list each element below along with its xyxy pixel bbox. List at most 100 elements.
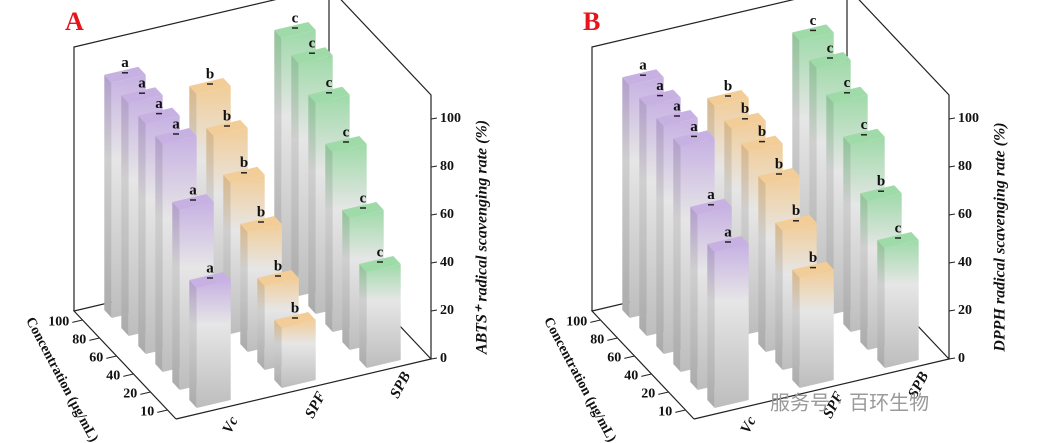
bar-top-face: [104, 66, 146, 83]
z-tick-label: 20: [958, 303, 972, 318]
z-tick-label: 60: [958, 207, 972, 222]
z-tick: [948, 165, 956, 168]
bar-left-face: [274, 30, 282, 278]
bar-left-face: [257, 278, 265, 370]
bar-top-face: [257, 270, 299, 286]
bar-top-face: [656, 110, 698, 126]
bar-top-face: [792, 261, 834, 278]
bar: [792, 261, 834, 388]
y-tick-label: 100: [566, 315, 587, 330]
bar-left-face: [758, 176, 766, 352]
significance-letter: a: [189, 182, 197, 198]
z-tick: [948, 117, 956, 120]
significance-letter: a: [656, 78, 664, 94]
bar-left-face: [138, 115, 146, 354]
bar-top-face: [809, 52, 851, 68]
significance-letter: b: [206, 66, 214, 82]
significance-letter: c: [292, 10, 299, 26]
bar-left-face: [877, 240, 885, 368]
significance-letter: c: [861, 117, 868, 133]
z-tick: [948, 357, 956, 360]
bar-top-face: [121, 87, 163, 104]
z-tick-label: 0: [958, 351, 965, 366]
x-tick-label: SPF: [302, 389, 329, 421]
z-tick-label: 0: [440, 351, 447, 366]
y-tick: [624, 355, 635, 359]
z-tick: [948, 213, 956, 216]
significance-letter: b: [775, 156, 783, 172]
bar-left-face: [240, 224, 248, 352]
bar-left-face: [775, 222, 783, 370]
y-tick-label: 80: [72, 333, 86, 348]
significance-letter: c: [844, 75, 851, 91]
significance-letter: a: [707, 187, 715, 203]
bar-front-face: [884, 240, 919, 368]
bar-left-face: [308, 94, 316, 314]
z-tick-label: 20: [440, 303, 454, 318]
z-tick: [430, 213, 438, 216]
significance-letter: a: [639, 58, 647, 74]
bar-left-face: [707, 244, 715, 408]
bar-top-face: [138, 107, 180, 124]
y-tick: [658, 391, 669, 395]
bar-left-face: [325, 144, 333, 332]
x-tick-label: Vc: [220, 414, 242, 437]
bar-top-face: [707, 90, 749, 106]
bar-top-face: [189, 78, 231, 94]
bar-top-face: [274, 312, 316, 328]
significance-letter: c: [309, 36, 316, 52]
bar: [189, 272, 231, 408]
bar-left-face: [121, 95, 129, 336]
bar-left-face: [656, 118, 664, 354]
significance-letter: b: [792, 203, 800, 219]
z-tick: [430, 309, 438, 312]
bar-top-face: [240, 216, 282, 232]
panel-label: B: [583, 7, 600, 36]
z-tick-label: 80: [958, 159, 972, 174]
bar-top-face: [622, 69, 664, 86]
bar-left-face: [639, 97, 647, 336]
significance-letter: a: [138, 76, 146, 92]
z-tick: [948, 261, 956, 264]
significance-letter: a: [155, 96, 163, 112]
bar-top-face: [189, 272, 231, 288]
bar-left-face: [291, 55, 299, 297]
y-tick-label: 10: [658, 405, 672, 420]
significance-letter: a: [172, 116, 180, 132]
bar-left-face: [843, 136, 851, 332]
bar-top-face: [325, 136, 367, 152]
y-tick-label: 10: [140, 405, 154, 420]
bar-top-face: [308, 86, 350, 103]
bar-top-face: [724, 112, 766, 129]
bar-front-face: [196, 280, 231, 408]
significance-letter: b: [724, 78, 732, 94]
z-tick-label: 40: [958, 255, 972, 270]
bar-top-face: [775, 214, 817, 231]
bar-left-face: [172, 202, 180, 390]
axis-frame: [591, 0, 950, 359]
bar-front-face: [366, 264, 401, 368]
bar-left-face: [673, 138, 681, 372]
y-tick-label: 40: [106, 369, 120, 384]
bar-top-face: [877, 232, 919, 248]
y-tick-label: 60: [89, 351, 103, 366]
bar-top-face: [758, 168, 800, 184]
significance-letter: b: [257, 204, 265, 220]
bar-left-face: [359, 264, 367, 368]
z-tick: [430, 261, 438, 264]
bar: [274, 312, 316, 388]
bar-left-face: [155, 136, 163, 372]
bar-top-face: [860, 185, 902, 202]
bar-top-face: [639, 89, 681, 106]
y-tick-label: 60: [607, 351, 621, 366]
bar-top-face: [172, 194, 214, 210]
bar-front-face: [799, 269, 834, 388]
watermark: 服务号 · 百环生物: [770, 391, 929, 415]
bar-left-face: [860, 193, 868, 350]
y-tick: [157, 409, 168, 413]
significance-letter: a: [121, 55, 129, 71]
bar-top-face: [826, 86, 868, 103]
axis-frame: [73, 0, 432, 359]
z-tick-label: 100: [958, 111, 979, 126]
